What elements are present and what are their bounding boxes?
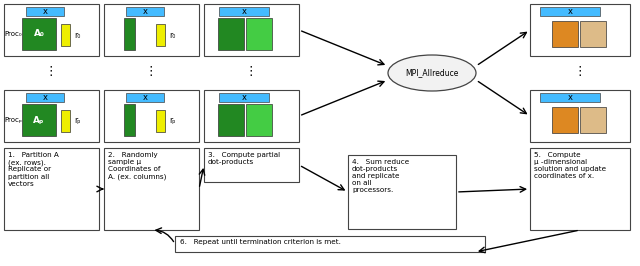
Ellipse shape <box>388 55 476 91</box>
Text: x: x <box>143 7 147 16</box>
Text: 6.   Repeat until termination criterion is met.: 6. Repeat until termination criterion is… <box>180 239 341 245</box>
Bar <box>124 18 135 50</box>
Bar <box>22 18 56 50</box>
Text: Procₚ: Procₚ <box>4 117 22 123</box>
Bar <box>580 107 606 133</box>
Text: Proc₀: Proc₀ <box>4 31 22 37</box>
Bar <box>156 110 165 132</box>
Bar <box>219 93 269 102</box>
Bar <box>219 7 269 16</box>
Text: MPI_Allreduce: MPI_Allreduce <box>405 69 459 77</box>
Bar <box>61 110 70 132</box>
Bar <box>530 148 630 230</box>
Text: r₀: r₀ <box>169 31 175 39</box>
Bar <box>26 93 64 102</box>
Bar <box>175 236 485 252</box>
Bar <box>204 90 299 142</box>
Text: x: x <box>143 93 147 102</box>
Bar <box>540 93 600 102</box>
Bar <box>104 90 199 142</box>
Bar <box>218 18 244 50</box>
Text: ⋮: ⋮ <box>145 65 157 78</box>
Bar <box>348 155 456 229</box>
Text: Aₚ: Aₚ <box>33 115 45 124</box>
Bar <box>61 24 70 46</box>
Bar <box>124 104 135 136</box>
Bar <box>126 7 164 16</box>
Bar <box>4 148 99 230</box>
Bar <box>552 107 578 133</box>
Bar <box>246 18 272 50</box>
Bar <box>246 104 272 136</box>
Text: 5.   Compute
μ -dimensional
solution and update
coordinates of x.: 5. Compute μ -dimensional solution and u… <box>534 152 606 179</box>
Bar <box>22 104 56 136</box>
Text: A₀: A₀ <box>33 30 44 39</box>
Bar <box>218 104 244 136</box>
Text: 4.   Sum reduce
dot-products
and replicate
on all
processors.: 4. Sum reduce dot-products and replicate… <box>352 159 409 193</box>
Text: x: x <box>241 7 246 16</box>
Text: ⋮: ⋮ <box>573 65 586 78</box>
Bar <box>552 21 578 47</box>
Text: 3.   Compute partial
dot-products: 3. Compute partial dot-products <box>208 152 280 165</box>
Text: 1.   Partition A
(ex. rows).
Replicate or
partition all
vectors: 1. Partition A (ex. rows). Replicate or … <box>8 152 59 186</box>
Text: rₚ: rₚ <box>74 117 81 126</box>
Text: x: x <box>241 93 246 102</box>
Text: 2.   Randomly
sample μ
Coordinates of
A. (ex. columns): 2. Randomly sample μ Coordinates of A. (… <box>108 152 166 180</box>
Bar <box>4 90 99 142</box>
Text: rₚ: rₚ <box>169 117 175 126</box>
Bar <box>540 7 600 16</box>
Bar <box>156 24 165 46</box>
Bar <box>204 4 299 56</box>
Text: ⋮: ⋮ <box>244 65 257 78</box>
Text: x: x <box>42 7 47 16</box>
Bar <box>530 4 630 56</box>
Bar <box>580 21 606 47</box>
Bar <box>204 148 299 182</box>
Bar <box>104 148 199 230</box>
Bar <box>126 93 164 102</box>
Text: x: x <box>568 7 573 16</box>
Text: ⋮: ⋮ <box>45 65 57 78</box>
Bar <box>4 4 99 56</box>
Text: r₀: r₀ <box>74 31 81 39</box>
Text: x: x <box>568 93 573 102</box>
Bar <box>104 4 199 56</box>
Bar <box>530 90 630 142</box>
Text: x: x <box>42 93 47 102</box>
Bar <box>26 7 64 16</box>
